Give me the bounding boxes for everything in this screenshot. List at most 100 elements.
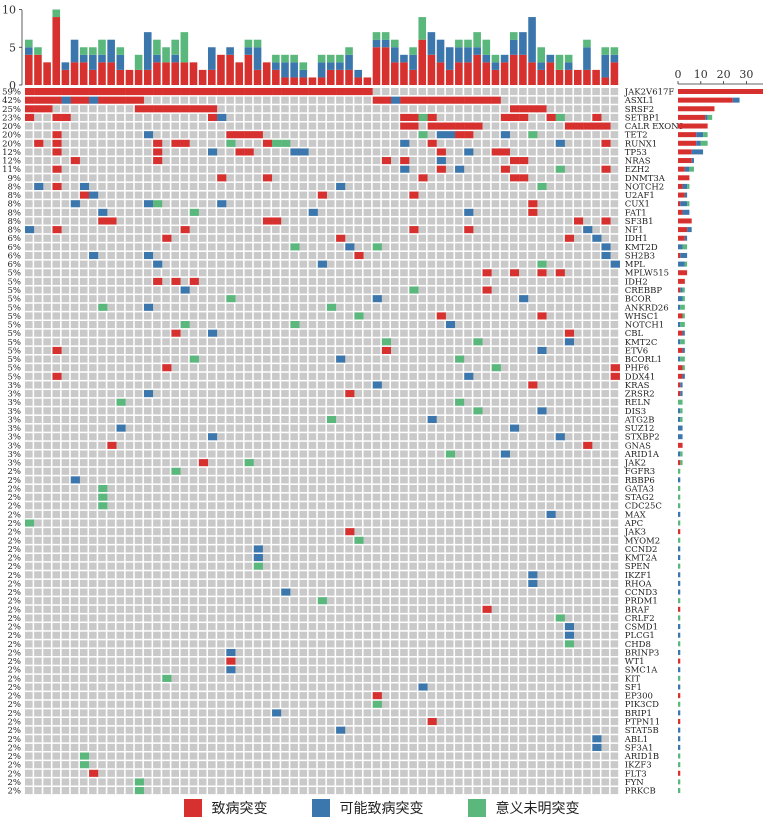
- gene-percent-label: 2%: [8, 493, 22, 503]
- grid-cell-empty: [409, 234, 417, 242]
- grid-cell-empty: [345, 174, 353, 182]
- grid-cell-empty: [208, 648, 216, 657]
- grid-cell-empty: [372, 528, 381, 536]
- grid-cell-empty: [89, 614, 97, 622]
- grid-cell-empty: [162, 312, 170, 320]
- sample-bar-segment: [52, 17, 61, 85]
- grid-cell-empty: [391, 182, 399, 191]
- grid-cell-empty: [299, 450, 308, 458]
- grid-cell-empty: [162, 269, 170, 277]
- grid-cell-empty: [70, 217, 79, 225]
- grid-cell-empty: [464, 321, 472, 329]
- gene-count-bar-segment: [678, 494, 681, 500]
- grid-cell-empty: [400, 217, 408, 225]
- gene-percent-label: 23%: [2, 113, 21, 123]
- grid-cell-empty: [299, 484, 308, 493]
- grid-cell-empty: [61, 260, 70, 268]
- grid-cell-empty: [52, 157, 61, 165]
- grid-cell-empty: [162, 623, 170, 631]
- grid-cell-empty: [253, 200, 262, 208]
- grid-cell-mutation: [79, 191, 90, 199]
- grid-cell-empty: [418, 648, 427, 657]
- grid-cell-empty: [143, 113, 152, 121]
- grid-cell-mutation: [52, 148, 62, 156]
- grid-cell-empty: [473, 510, 481, 518]
- grid-cell-empty: [345, 502, 353, 510]
- grid-cell-empty: [116, 571, 125, 579]
- grid-cell-empty: [198, 295, 207, 303]
- grid-cell-empty: [391, 459, 399, 467]
- grid-cell-empty: [509, 312, 518, 320]
- grid-cell-empty: [345, 105, 353, 113]
- grid-cell-empty: [400, 536, 408, 544]
- grid-cell-empty: [418, 484, 427, 493]
- grid-cell-empty: [473, 640, 481, 648]
- grid-cell-empty: [418, 139, 427, 147]
- grid-cell-mutation: [70, 476, 81, 484]
- grid-cell-empty: [592, 217, 600, 225]
- grid-cell-empty: [208, 502, 216, 510]
- grid-cell-empty: [336, 174, 344, 182]
- gene-name-label: NF1: [625, 226, 644, 236]
- grid-cell-empty: [79, 234, 88, 242]
- grid-cell-empty: [198, 502, 207, 510]
- grid-cell-empty: [290, 269, 298, 277]
- grid-cell-empty: [217, 648, 225, 657]
- grid-cell-empty: [537, 113, 545, 121]
- grid-cell-empty: [400, 200, 408, 208]
- grid-cell-empty: [235, 312, 244, 320]
- grid-cell-empty: [89, 139, 97, 147]
- grid-cell-empty: [409, 536, 417, 544]
- grid-cell-empty: [519, 226, 527, 234]
- grid-cell-empty: [171, 433, 179, 441]
- grid-cell-empty: [171, 631, 179, 639]
- grid-cell-empty: [253, 364, 262, 372]
- grid-cell-empty: [208, 459, 216, 467]
- grid-cell-empty: [107, 277, 115, 285]
- grid-cell-empty: [43, 562, 51, 570]
- grid-cell-empty: [235, 139, 244, 147]
- grid-cell-empty: [116, 640, 125, 648]
- grid-cell-empty: [491, 381, 500, 389]
- grid-cell-empty: [290, 355, 298, 363]
- grid-cell-empty: [455, 148, 463, 156]
- grid-cell-empty: [134, 510, 143, 518]
- grid-cell-empty: [125, 588, 134, 596]
- grid-cell-empty: [272, 657, 280, 665]
- grid-cell-empty: [528, 407, 536, 415]
- grid-cell-empty: [509, 321, 518, 329]
- grid-cell-empty: [272, 269, 280, 277]
- grid-cell-empty: [208, 346, 216, 354]
- grid-cell-empty: [445, 536, 454, 544]
- grid-cell-empty: [537, 674, 545, 682]
- grid-cell-empty: [546, 295, 555, 303]
- grid-cell-empty: [70, 597, 79, 605]
- grid-cell-empty: [427, 286, 436, 294]
- grid-cell-empty: [317, 226, 326, 234]
- grid-cell-empty: [418, 510, 427, 518]
- grid-cell-empty: [583, 588, 591, 596]
- grid-cell-empty: [253, 657, 262, 665]
- grid-cell-empty: [125, 476, 134, 484]
- grid-cell-empty: [317, 415, 326, 424]
- grid-cell-empty: [180, 579, 189, 588]
- gene-count-bar-segment: [678, 451, 681, 457]
- grid-cell-empty: [583, 131, 591, 139]
- grid-cell-empty: [473, 623, 481, 631]
- grid-cell-empty: [217, 459, 225, 467]
- grid-cell-empty: [262, 484, 271, 493]
- grid-cell-empty: [262, 459, 271, 467]
- grid-cell-empty: [583, 467, 591, 475]
- grid-cell-empty: [546, 312, 555, 320]
- grid-cell-empty: [125, 208, 134, 216]
- grid-cell-empty: [198, 648, 207, 657]
- grid-cell-empty: [281, 303, 289, 311]
- grid-cell-empty: [153, 191, 161, 199]
- grid-cell-empty: [198, 329, 207, 337]
- grid-cell-empty: [592, 597, 600, 605]
- grid-cell-empty: [464, 571, 472, 579]
- sample-bar-segment: [610, 47, 619, 55]
- grid-cell-empty: [583, 433, 591, 441]
- grid-cell-empty: [107, 398, 115, 406]
- grid-cell-empty: [217, 450, 225, 458]
